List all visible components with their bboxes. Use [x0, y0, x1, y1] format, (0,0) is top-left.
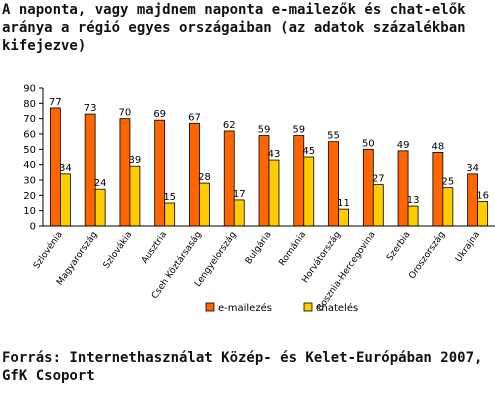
- bar-chat: [407, 205, 419, 227]
- y-tick-label: 40: [23, 160, 36, 171]
- data-label: 62: [223, 120, 236, 131]
- legend-label: chatelés: [316, 302, 358, 314]
- x-tick-label: Ausztria: [140, 230, 169, 266]
- data-label: 67: [188, 112, 201, 123]
- y-tick-label: 20: [23, 191, 36, 202]
- y-tick-label: 90: [23, 84, 36, 95]
- y-tick-label: 80: [23, 99, 36, 110]
- data-label: 28: [198, 172, 211, 183]
- bar-email: [223, 130, 235, 227]
- legend-swatch: [303, 302, 313, 312]
- data-label: 34: [466, 163, 479, 174]
- bar-chat: [199, 182, 210, 227]
- bar-chat: [268, 159, 280, 227]
- bar-email: [432, 151, 444, 227]
- bar-chat: [59, 173, 71, 227]
- data-label: 55: [327, 131, 340, 142]
- title-line-3: kifejezve): [2, 38, 87, 54]
- bar-email: [154, 119, 166, 227]
- y-tick-label: 70: [23, 114, 36, 125]
- data-label: 43: [268, 149, 281, 160]
- bar-email: [397, 150, 409, 227]
- bar-chat: [129, 165, 141, 227]
- data-label: 73: [84, 103, 97, 114]
- x-tick-label: Bulgária: [244, 230, 274, 266]
- legend: e-mailezés chatelés: [205, 302, 358, 314]
- data-label: 50: [362, 138, 375, 149]
- x-tick-label: Oroszország: [407, 230, 447, 281]
- x-tick-label: Szerbia: [385, 230, 412, 263]
- bar-email: [362, 148, 374, 227]
- data-label: 48: [431, 141, 444, 152]
- source-note: Forrás: Internethasználat Közép- és Kele…: [2, 349, 492, 385]
- data-label: 59: [258, 125, 271, 136]
- y-tick-label: 0: [30, 222, 36, 233]
- legend-swatch: [205, 302, 215, 312]
- x-tick-label: Románia: [277, 230, 308, 268]
- bar-email: [328, 141, 339, 227]
- y-tick-label: 30: [23, 176, 36, 187]
- chart-title: A naponta, vagy majdnem naponta e-mailez…: [2, 1, 492, 55]
- data-label: 15: [163, 192, 176, 203]
- bars: [49, 107, 489, 227]
- data-label: 11: [337, 198, 350, 209]
- bar-chat: [233, 199, 245, 227]
- bar-email: [119, 118, 131, 227]
- x-tick-label: Szlovénia: [31, 229, 65, 271]
- data-label: 13: [407, 195, 420, 206]
- bar-chat: [94, 188, 106, 227]
- bar-email: [84, 113, 96, 227]
- data-label: 77: [49, 97, 62, 108]
- legend-label: e-mailezés: [218, 302, 272, 314]
- data-label: 45: [302, 146, 315, 157]
- bar-chat: [372, 184, 384, 227]
- data-label: 69: [153, 109, 166, 120]
- bar-chat: [338, 208, 349, 227]
- x-tick-label: Bosznia-Hercegovina: [315, 230, 377, 313]
- data-label: 39: [129, 155, 142, 166]
- data-label: 16: [476, 190, 489, 201]
- y-axis: 0 10 20 30 40 50 60 70 80 90: [23, 84, 44, 233]
- data-label: 59: [292, 125, 305, 136]
- title-line-1: A naponta, vagy majdnem naponta e-mailez…: [2, 2, 466, 18]
- title-line-2: aránya a régió egyes országaiban (az ada…: [2, 20, 466, 36]
- data-label: 24: [94, 178, 107, 189]
- data-label: 49: [397, 140, 410, 151]
- source-line-1: Forrás: Internethasználat Közép- és Kele…: [2, 350, 483, 366]
- bar-chat: [477, 201, 489, 227]
- bar-chat: [303, 156, 315, 227]
- value-labels: 77 34 73 24 70 39 69 15 67 28 62 17 59 43 59 45 55 11 50 27…: [49, 97, 489, 209]
- source-line-2: GfK Csoport: [2, 368, 95, 384]
- y-tick-label: 50: [23, 145, 36, 156]
- bar-chat: [164, 202, 176, 227]
- data-label: 25: [441, 177, 454, 188]
- data-label: 34: [59, 163, 72, 174]
- x-tick-label: Ukrajna: [454, 230, 482, 264]
- y-tick-label: 60: [23, 130, 36, 141]
- data-label: 17: [233, 189, 246, 200]
- data-label: 70: [119, 108, 132, 119]
- data-label: 27: [372, 174, 385, 185]
- y-tick-label: 10: [23, 206, 36, 217]
- bar-chat: [442, 187, 454, 227]
- x-tick-label: Szlovákia: [102, 230, 135, 271]
